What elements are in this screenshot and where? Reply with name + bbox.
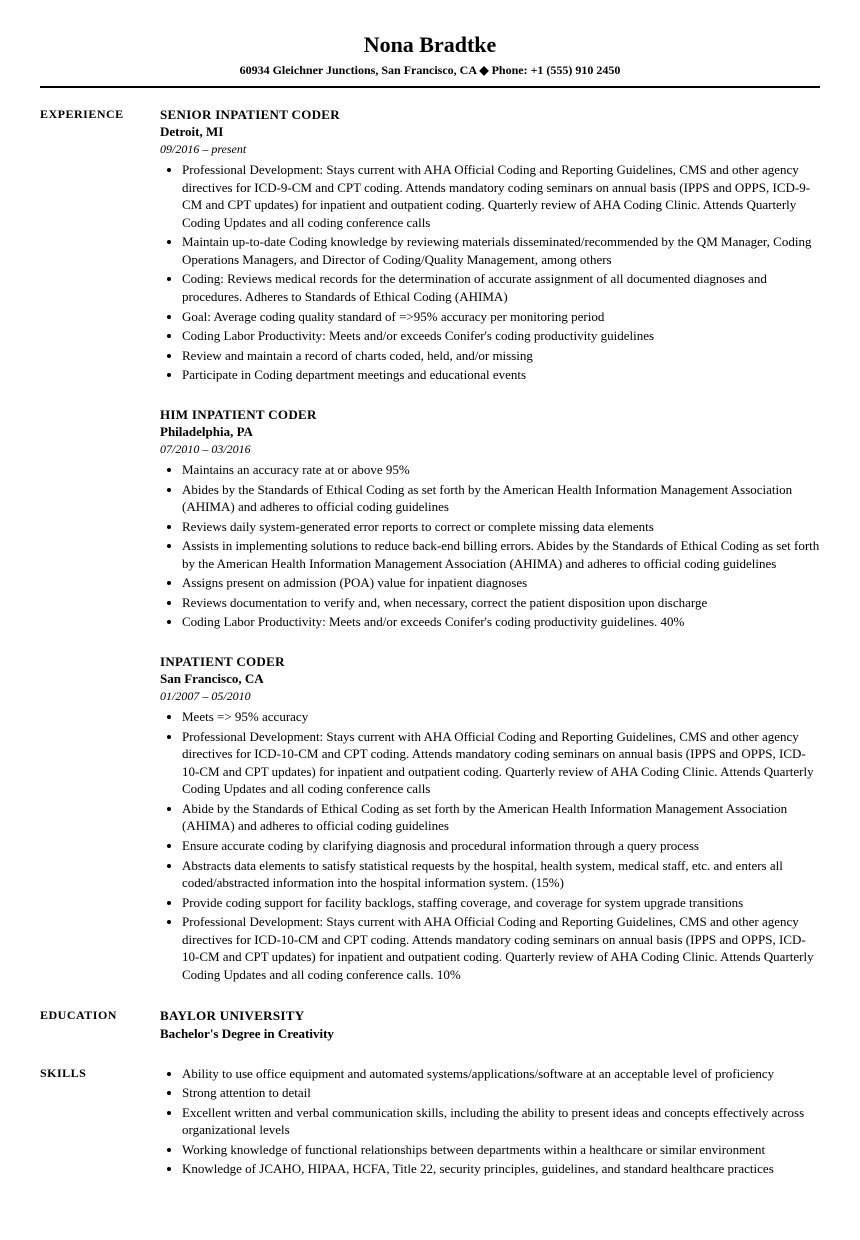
job-bullet: Maintain up-to-date Coding knowledge by … xyxy=(182,233,820,268)
experience-body: SENIOR INPATIENT CODERDetroit, MI09/2016… xyxy=(160,106,820,986)
job-bullet: Reviews daily system-generated error rep… xyxy=(182,518,820,536)
experience-section: EXPERIENCE SENIOR INPATIENT CODERDetroit… xyxy=(40,106,820,986)
job-bullet: Assigns present on admission (POA) value… xyxy=(182,574,820,592)
job-bullet: Coding Labor Productivity: Meets and/or … xyxy=(182,613,820,631)
job-bullet: Professional Development: Stays current … xyxy=(182,913,820,983)
skills-label: SKILLS xyxy=(40,1065,160,1180)
education-degree: Bachelor's Degree in Creativity xyxy=(160,1025,820,1043)
job-dates: 09/2016 – present xyxy=(160,141,820,157)
education-label: EDUCATION xyxy=(40,1007,160,1042)
experience-label: EXPERIENCE xyxy=(40,106,160,986)
skill-item: Excellent written and verbal communicati… xyxy=(182,1104,820,1139)
skills-body: Ability to use office equipment and auto… xyxy=(160,1065,820,1180)
job-bullet: Participate in Coding department meeting… xyxy=(182,366,820,384)
job-bullet: Review and maintain a record of charts c… xyxy=(182,347,820,365)
job-bullets: Meets => 95% accuracy Professional Develo… xyxy=(160,708,820,983)
job-bullet: Assists in implementing solutions to red… xyxy=(182,537,820,572)
job-entry: INPATIENT CODERSan Francisco, CA01/2007 … xyxy=(160,653,820,983)
skill-item: Working knowledge of functional relation… xyxy=(182,1141,820,1159)
job-bullet: Reviews documentation to verify and, whe… xyxy=(182,594,820,612)
job-bullet: Goal: Average coding quality standard of… xyxy=(182,308,820,326)
job-bullets: Professional Development: Stays current … xyxy=(160,161,820,384)
job-location: Philadelphia, PA xyxy=(160,423,820,441)
job-title: INPATIENT CODER xyxy=(160,653,820,671)
job-dates: 01/2007 – 05/2010 xyxy=(160,688,820,704)
skill-item: Strong attention to detail xyxy=(182,1084,820,1102)
contact-line: 60934 Gleichner Junctions, San Francisco… xyxy=(40,62,820,78)
header-divider xyxy=(40,86,820,88)
job-location: Detroit, MI xyxy=(160,123,820,141)
job-bullet: Provide coding support for facility back… xyxy=(182,894,820,912)
job-location: San Francisco, CA xyxy=(160,670,820,688)
education-section: EDUCATION BAYLOR UNIVERSITY Bachelor's D… xyxy=(40,1007,820,1042)
skills-list: Ability to use office equipment and auto… xyxy=(160,1065,820,1178)
skill-item: Ability to use office equipment and auto… xyxy=(182,1065,820,1083)
education-body: BAYLOR UNIVERSITY Bachelor's Degree in C… xyxy=(160,1007,820,1042)
job-bullet: Abides by the Standards of Ethical Codin… xyxy=(182,481,820,516)
job-bullet: Meets => 95% accuracy xyxy=(182,708,820,726)
job-title: HIM INPATIENT CODER xyxy=(160,406,820,424)
job-bullet: Abide by the Standards of Ethical Coding… xyxy=(182,800,820,835)
job-bullet: Coding: Reviews medical records for the … xyxy=(182,270,820,305)
resume-header: Nona Bradtke 60934 Gleichner Junctions, … xyxy=(40,30,820,78)
job-bullet: Ensure accurate coding by clarifying dia… xyxy=(182,837,820,855)
job-bullet: Abstracts data elements to satisfy stati… xyxy=(182,857,820,892)
skills-section: SKILLS Ability to use office equipment a… xyxy=(40,1065,820,1180)
job-dates: 07/2010 – 03/2016 xyxy=(160,441,820,457)
job-title: SENIOR INPATIENT CODER xyxy=(160,106,820,124)
person-name: Nona Bradtke xyxy=(40,30,820,60)
skill-item: Knowledge of JCAHO, HIPAA, HCFA, Title 2… xyxy=(182,1160,820,1178)
job-entry: HIM INPATIENT CODERPhiladelphia, PA07/20… xyxy=(160,406,820,631)
job-bullets: Maintains an accuracy rate at or above 9… xyxy=(160,461,820,631)
job-bullet: Coding Labor Productivity: Meets and/or … xyxy=(182,327,820,345)
job-bullet: Professional Development: Stays current … xyxy=(182,728,820,798)
job-bullet: Professional Development: Stays current … xyxy=(182,161,820,231)
job-bullet: Maintains an accuracy rate at or above 9… xyxy=(182,461,820,479)
job-entry: SENIOR INPATIENT CODERDetroit, MI09/2016… xyxy=(160,106,820,384)
education-school: BAYLOR UNIVERSITY xyxy=(160,1007,820,1025)
